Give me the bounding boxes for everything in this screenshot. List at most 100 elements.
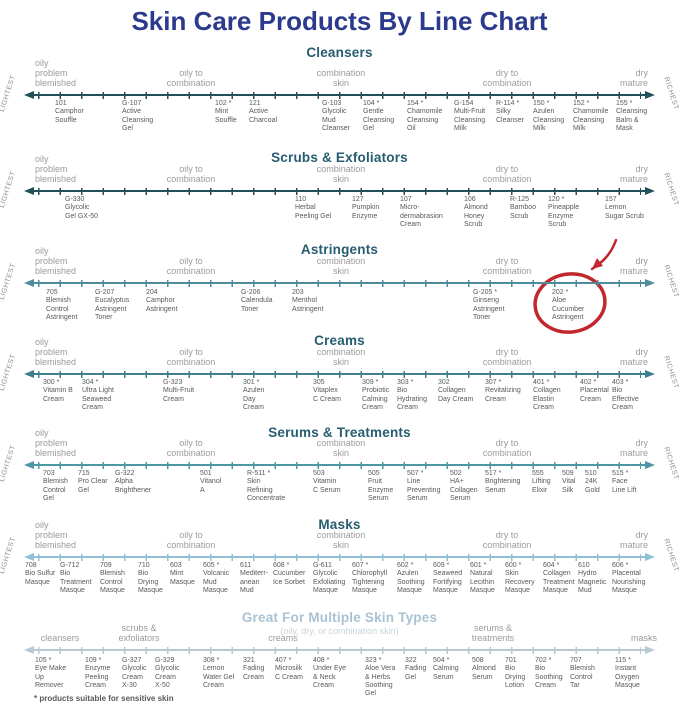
text-line: Vitaplex [313, 387, 338, 395]
text-line: Masque [505, 586, 530, 594]
text-line: Fading [405, 665, 427, 673]
text-line: 305 [313, 379, 325, 386]
text-line: 701 [505, 657, 517, 664]
text-line: Fruit [368, 478, 382, 486]
text-line: Soothing [397, 578, 425, 586]
product-serums-treatments-R-511: R-511 * Skin Refining Concentrate [247, 470, 285, 503]
product-serums-treatments-517: 517 * Brightening Serum [485, 470, 520, 495]
line-ticks [38, 91, 641, 99]
text-line: combination [316, 163, 366, 174]
text-line: 604 * [543, 562, 560, 569]
text-line: 302 [438, 379, 450, 386]
text-line: dermabrasion [400, 212, 443, 220]
text-line: Glycolic [313, 570, 338, 578]
text-line: Glycolic [122, 665, 147, 673]
text-line: Vitamin [313, 478, 337, 486]
text-line: Cream [85, 681, 107, 689]
text-line: Masque [100, 586, 125, 594]
text-line: Cream [535, 681, 557, 689]
richest-label-creams: RICHEST [662, 355, 679, 390]
text-line: 517 * [485, 470, 502, 477]
line-ticks [38, 553, 641, 561]
text-line: oily to [179, 346, 203, 357]
text-line: skin [332, 539, 349, 550]
text-line: Day Cream [438, 395, 474, 403]
text-line: Gel [122, 124, 133, 132]
text-line: G-330 [65, 196, 85, 203]
text-line: Milk [533, 124, 546, 132]
text-line: G-103 [322, 100, 342, 107]
text-line: 708 [25, 562, 37, 569]
text-line: Chamomile [407, 108, 443, 116]
product-multiple-skin-types-701: 701 Bio Drying Lotion [505, 657, 525, 690]
product-masks-710: 710 Bio Drying Masque [138, 562, 163, 595]
text-line: Blemish [100, 570, 125, 578]
product-multiple-skin-types-323: 323 * Aloe Vera & Herbs Soothing Gel [365, 657, 395, 698]
product-creams-309: 309 * Probiotic Calming Cream [362, 379, 389, 412]
text-line: oily [35, 57, 49, 68]
text-line: Honey [464, 212, 485, 220]
category-label-serums-treatments-2: combination skin [317, 438, 366, 458]
text-line: Cream [122, 673, 144, 681]
text-line: HA+ [450, 478, 464, 486]
product-multiple-skin-types-504: 504 * Calming Serum [433, 657, 459, 682]
product-serums-treatments-501: 501 Vitanol A [200, 470, 221, 495]
text-line: 304 * [82, 379, 99, 386]
text-line: 101 [55, 100, 67, 107]
text-line: oily [35, 245, 49, 256]
line-ticks [38, 187, 641, 195]
text-line: Silk [562, 486, 574, 494]
text-line: Almond [464, 204, 488, 212]
text-line: Gel [405, 673, 416, 681]
text-line: combination [316, 529, 366, 540]
text-line: Alpha [115, 478, 133, 486]
category-label-scrubs-exfoliators-0: oily problem blemished [35, 154, 76, 184]
text-line: Cream [612, 403, 634, 411]
product-astringents-G-207: G-207 Eucalyptus Astringent Toner [95, 289, 129, 322]
category-label-scrubs-exfoliators-1: oily to combination [167, 164, 216, 184]
line-arrow-right-icon [645, 369, 655, 378]
text-line: problem [35, 529, 68, 540]
text-line: Cream [533, 403, 555, 411]
text-line: Astringent [473, 305, 505, 313]
lightest-label-serums-treatments: LIGHTEST [0, 444, 18, 483]
product-astringents-705: 705 Blemish Control Astringent [46, 289, 78, 322]
text-line: combination [316, 346, 366, 357]
text-line: Gel [363, 124, 374, 132]
product-serums-treatments-555: 555 Lifting Elixir [532, 470, 551, 495]
text-line: Skin [247, 478, 261, 486]
text-line: Chamomile [573, 108, 609, 116]
text-line: mature [619, 173, 648, 184]
product-creams-301: 301 * Azulen Day Cream [243, 379, 264, 412]
product-multiple-skin-types-115: 115 * Instant Oxygen Masque [615, 657, 640, 690]
product-cleansers-G-154: G-154 Multi-Fruit Cleansing Milk [454, 100, 485, 133]
text-line: 121 [249, 100, 261, 107]
text-line: & Herbs [365, 673, 391, 681]
text-line: 105 * [35, 657, 52, 664]
text-line: Cream [43, 395, 65, 403]
text-line: combination [316, 67, 366, 78]
product-creams-300: 300 * Vitamin B Cream [43, 379, 73, 404]
text-line: Ice Sorbet [273, 578, 305, 586]
text-line: Tar [570, 681, 580, 689]
text-line: Fading [243, 665, 265, 673]
text-line: Azulen [243, 387, 265, 395]
text-line: Active [249, 108, 269, 116]
product-masks-611: 611 Mediterr-anean Mud [240, 562, 268, 595]
category-label-serums-treatments-1: oily to combination [167, 438, 216, 458]
text-line: Instant [615, 665, 637, 673]
text-line: dry [635, 529, 648, 540]
text-line: Cleanser [322, 124, 351, 132]
text-line: Cream [397, 403, 419, 411]
text-line: 504 * [433, 657, 450, 664]
text-line: Pumpkin [352, 204, 380, 212]
text-line: combination [316, 437, 366, 448]
text-line: Day [243, 395, 256, 403]
product-scrubs-exfoliators-120: 120 * Pineapple Enzyme Scrub [548, 196, 579, 229]
category-label-serums-treatments-3: dry to combination [483, 438, 532, 458]
text-line: Cleansing [363, 116, 395, 124]
text-line: Treatment [60, 578, 92, 586]
text-line: Serum [485, 486, 506, 494]
text-line: 202 * [552, 289, 569, 296]
